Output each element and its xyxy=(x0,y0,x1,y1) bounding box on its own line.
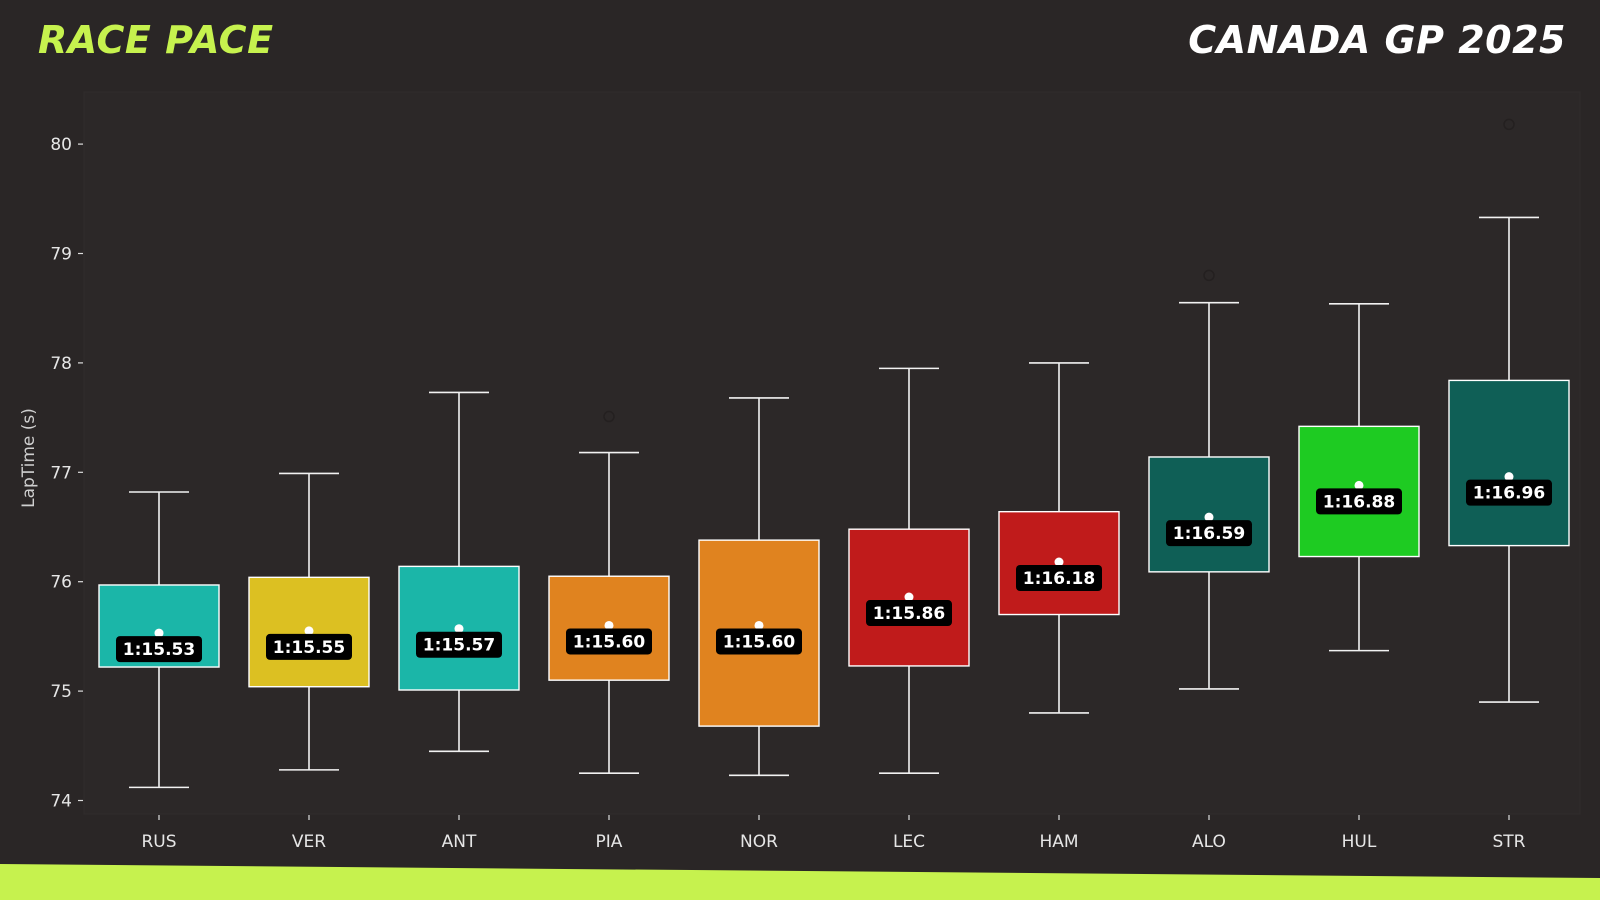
box-pia: 1:15.60 PIA xyxy=(548,410,670,852)
x-tick-label: NOR xyxy=(740,832,778,852)
y-tick-label: 77 xyxy=(50,463,72,483)
box-ver: 1:15.55 VER xyxy=(248,472,370,852)
median-label-bg xyxy=(566,628,652,655)
y-tick-label: 74 xyxy=(50,792,72,812)
median-label-bg xyxy=(1316,488,1402,515)
median-dot xyxy=(754,620,764,630)
y-tick-label: 75 xyxy=(50,682,72,702)
median-label-bg xyxy=(116,636,202,663)
race-pace-title: RACE PACE xyxy=(38,18,274,62)
x-tick-label: STR xyxy=(1493,832,1526,852)
median-dot xyxy=(154,628,164,638)
outlier-point xyxy=(1203,269,1215,282)
median-label: 1:16.59 xyxy=(1173,524,1245,544)
x-tick-label: PIA xyxy=(596,832,623,852)
median-label-bg xyxy=(416,631,502,658)
event-title: CANADA GP 2025 xyxy=(1188,18,1566,62)
median-label: 1:15.53 xyxy=(123,640,195,660)
median-label-bg xyxy=(866,600,952,627)
median-label: 1:16.88 xyxy=(1323,492,1395,512)
median-label: 1:15.57 xyxy=(423,636,495,656)
x-tick-label: ALO xyxy=(1192,832,1226,852)
median-label: 1:16.96 xyxy=(1473,484,1545,504)
x-tick-label: LEC xyxy=(893,832,925,852)
median-label-bg xyxy=(1016,565,1102,592)
y-tick-label: 76 xyxy=(50,573,72,593)
box-ham: 1:16.18 HAM xyxy=(998,362,1120,852)
median-dot xyxy=(454,624,464,634)
y-tick-label: 80 xyxy=(50,135,72,155)
median-label-bg xyxy=(1166,520,1252,547)
x-tick-label: VER xyxy=(292,832,326,852)
median-dot xyxy=(1204,512,1214,522)
box-hul: 1:16.88 HUL xyxy=(1298,303,1420,852)
box-str: 1:16.96 STR xyxy=(1448,118,1570,852)
median-dot xyxy=(304,626,314,636)
median-label: 1:15.60 xyxy=(723,632,796,652)
median-label-bg xyxy=(716,628,802,655)
median-label: 1:16.18 xyxy=(1023,569,1095,589)
median-label: 1:15.60 xyxy=(573,632,646,652)
box-ant: 1:15.57 ANT xyxy=(398,391,520,852)
x-tick-label: ANT xyxy=(442,832,477,852)
median-dot xyxy=(1054,557,1064,567)
y-tick-label: 79 xyxy=(50,245,72,265)
median-label-bg xyxy=(1466,479,1552,506)
box-nor: 1:15.60 NOR xyxy=(698,397,820,852)
box-alo: 1:16.59 ALO xyxy=(1148,269,1270,852)
outlier-point xyxy=(603,410,615,423)
y-axis-label: LapTime (s) xyxy=(19,408,39,508)
median-label: 1:15.86 xyxy=(873,604,945,624)
median-label: 1:15.55 xyxy=(273,638,345,658)
median-dot xyxy=(904,592,914,602)
median-dot xyxy=(604,620,614,630)
median-label-bg xyxy=(266,633,352,660)
median-dot xyxy=(1354,480,1364,490)
median-dot xyxy=(1504,472,1514,482)
iqr-box xyxy=(1448,379,1570,547)
outlier-point xyxy=(1503,118,1515,131)
accent-stripe xyxy=(0,864,1600,900)
x-tick-label: RUS xyxy=(141,832,176,852)
x-tick-label: HUL xyxy=(1342,832,1377,852)
y-tick-label: 78 xyxy=(50,354,72,374)
box-rus: 1:15.53 RUS xyxy=(98,491,220,852)
x-tick-label: HAM xyxy=(1039,832,1078,852)
box-lec: 1:15.86 LEC xyxy=(848,367,970,852)
